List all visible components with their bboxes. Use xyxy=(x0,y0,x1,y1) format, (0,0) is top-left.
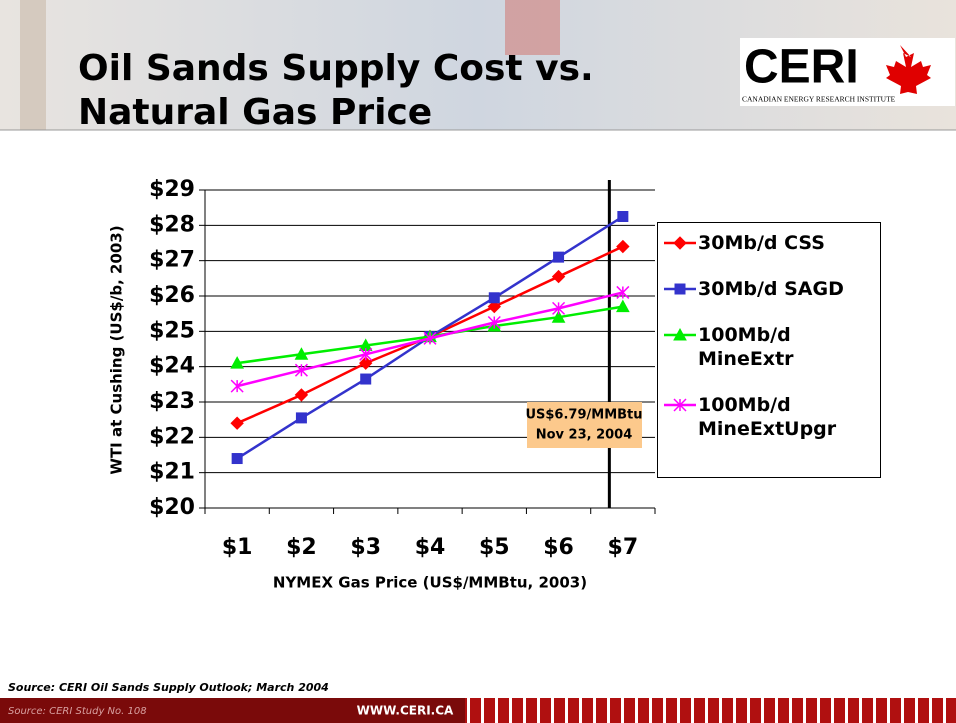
footer-stripes xyxy=(465,698,956,723)
y-tick-label: $28 xyxy=(149,212,195,237)
logo-subtitle: CANADIAN ENERGY RESEARCH INSTITUTE xyxy=(742,95,896,104)
y-tick-label: $27 xyxy=(149,248,195,273)
source-note: Source: CERI Oil Sands Supply Outlook; M… xyxy=(8,681,329,694)
annotation-box xyxy=(527,402,642,448)
y-tick-label: $25 xyxy=(149,318,195,343)
annotation-text: US$6.79/MMBtu xyxy=(525,408,642,423)
maple-leaf xyxy=(886,45,931,94)
legend-swatch xyxy=(664,398,696,412)
point xyxy=(487,299,501,314)
legend-swatch xyxy=(664,283,696,295)
legend-label: 30Mb/d CSS xyxy=(698,232,825,254)
flag-decoration xyxy=(505,0,560,55)
y-tick-label: $26 xyxy=(149,283,195,308)
point xyxy=(616,299,630,313)
x-tick-label: $4 xyxy=(415,535,446,560)
x-tick-label: $6 xyxy=(543,535,574,560)
x-tick-label: $3 xyxy=(350,535,381,560)
footer-url: WWW.CERI.CA xyxy=(357,704,454,718)
legend-item: 30Mb/d SAGD xyxy=(662,277,876,301)
point xyxy=(295,412,307,424)
y-tick-label: $20 xyxy=(149,495,195,520)
point xyxy=(360,373,372,385)
legend-marker xyxy=(674,283,686,295)
point xyxy=(294,388,309,402)
y-tick-label: $24 xyxy=(149,354,195,379)
point xyxy=(294,347,309,360)
legend-label: 100Mb/d MineExtUpgr xyxy=(698,394,837,440)
point xyxy=(488,292,500,304)
point xyxy=(616,285,630,299)
point xyxy=(230,379,244,393)
x-tick-label: $7 xyxy=(608,535,639,560)
point xyxy=(553,251,565,263)
point xyxy=(231,453,243,465)
point xyxy=(230,356,244,369)
x-axis-title: NYMEX Gas Price (US$/MMBtu, 2003) xyxy=(273,574,587,592)
slide-title: Natural Gas Price xyxy=(78,92,432,133)
header-decoration xyxy=(20,0,46,130)
legend: 30Mb/d CSS 30Mb/d SAGD 100Mb/d MineExtr 100… xyxy=(657,222,881,478)
footer-source: Source: CERI Study No. 108 xyxy=(8,706,147,717)
annotation-text: Nov 23, 2004 xyxy=(536,428,633,443)
logo-text: CERI xyxy=(744,41,859,94)
point xyxy=(552,301,566,315)
point xyxy=(551,310,566,323)
legend-label: 30Mb/d SAGD xyxy=(698,278,844,300)
y-axis-title: WTI at Cushing (US$/b, 2003) xyxy=(108,225,126,474)
legend-label: 100Mb/d MineExtr xyxy=(698,324,794,370)
legend-item: 30Mb/d CSS xyxy=(662,231,876,255)
point xyxy=(230,416,244,430)
point xyxy=(359,356,373,370)
legend-marker xyxy=(673,327,687,341)
x-tick-label: $1 xyxy=(222,535,253,560)
x-tick-label: $5 xyxy=(479,535,510,560)
point xyxy=(359,347,373,361)
y-tick-label: $22 xyxy=(149,424,195,449)
point xyxy=(423,331,437,345)
y-tick-label: $21 xyxy=(149,460,195,485)
point xyxy=(551,269,566,284)
legend-marker xyxy=(673,398,687,412)
y-tick-label: $29 xyxy=(149,177,195,202)
point xyxy=(616,239,630,254)
legend-marker xyxy=(673,236,687,250)
legend-item: 100Mb/d MineExtr xyxy=(662,323,876,371)
point xyxy=(487,315,501,330)
x-tick-label: $2 xyxy=(286,535,317,560)
point xyxy=(294,363,308,377)
legend-item: 100Mb/d MineExtUpgr xyxy=(662,393,876,441)
y-tick-label: $23 xyxy=(149,389,195,414)
slide-title: Oil Sands Supply Cost vs. xyxy=(78,48,594,89)
point xyxy=(617,211,629,222)
legend-swatch xyxy=(664,327,696,341)
legend-swatch xyxy=(664,236,696,250)
